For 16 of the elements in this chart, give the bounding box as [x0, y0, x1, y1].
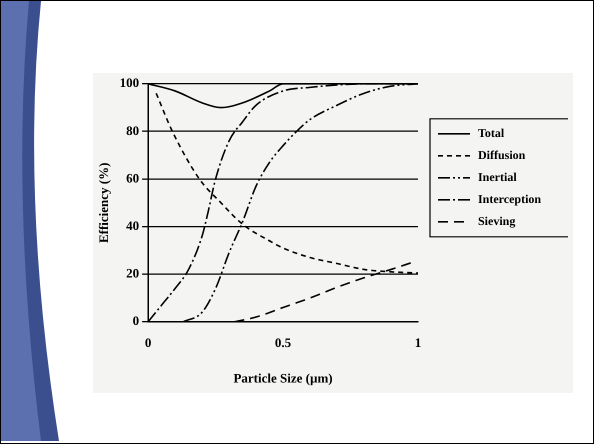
legend-label: Total [478, 126, 505, 140]
y-tick-label: 40 [126, 218, 140, 233]
x-axis-title: Particle Size (µm) [233, 370, 333, 386]
y-tick-label: 100 [120, 75, 140, 90]
legend-label: Interception [478, 192, 542, 206]
y-axis-title: Efficiency (%) [96, 162, 112, 244]
x-tick-label: 0.5 [274, 334, 292, 350]
y-tick-label: 0 [132, 313, 140, 328]
legend-label: Diffusion [478, 148, 526, 162]
legend-label: Sieving [478, 214, 516, 228]
x-tick-label: 1 [414, 334, 422, 350]
y-tick-label: 60 [126, 170, 140, 186]
y-tick-label: 20 [126, 266, 140, 281]
legend-label: Inertial [478, 170, 518, 184]
x-tick-label: 0 [144, 334, 152, 350]
y-tick-label: 80 [126, 122, 140, 138]
